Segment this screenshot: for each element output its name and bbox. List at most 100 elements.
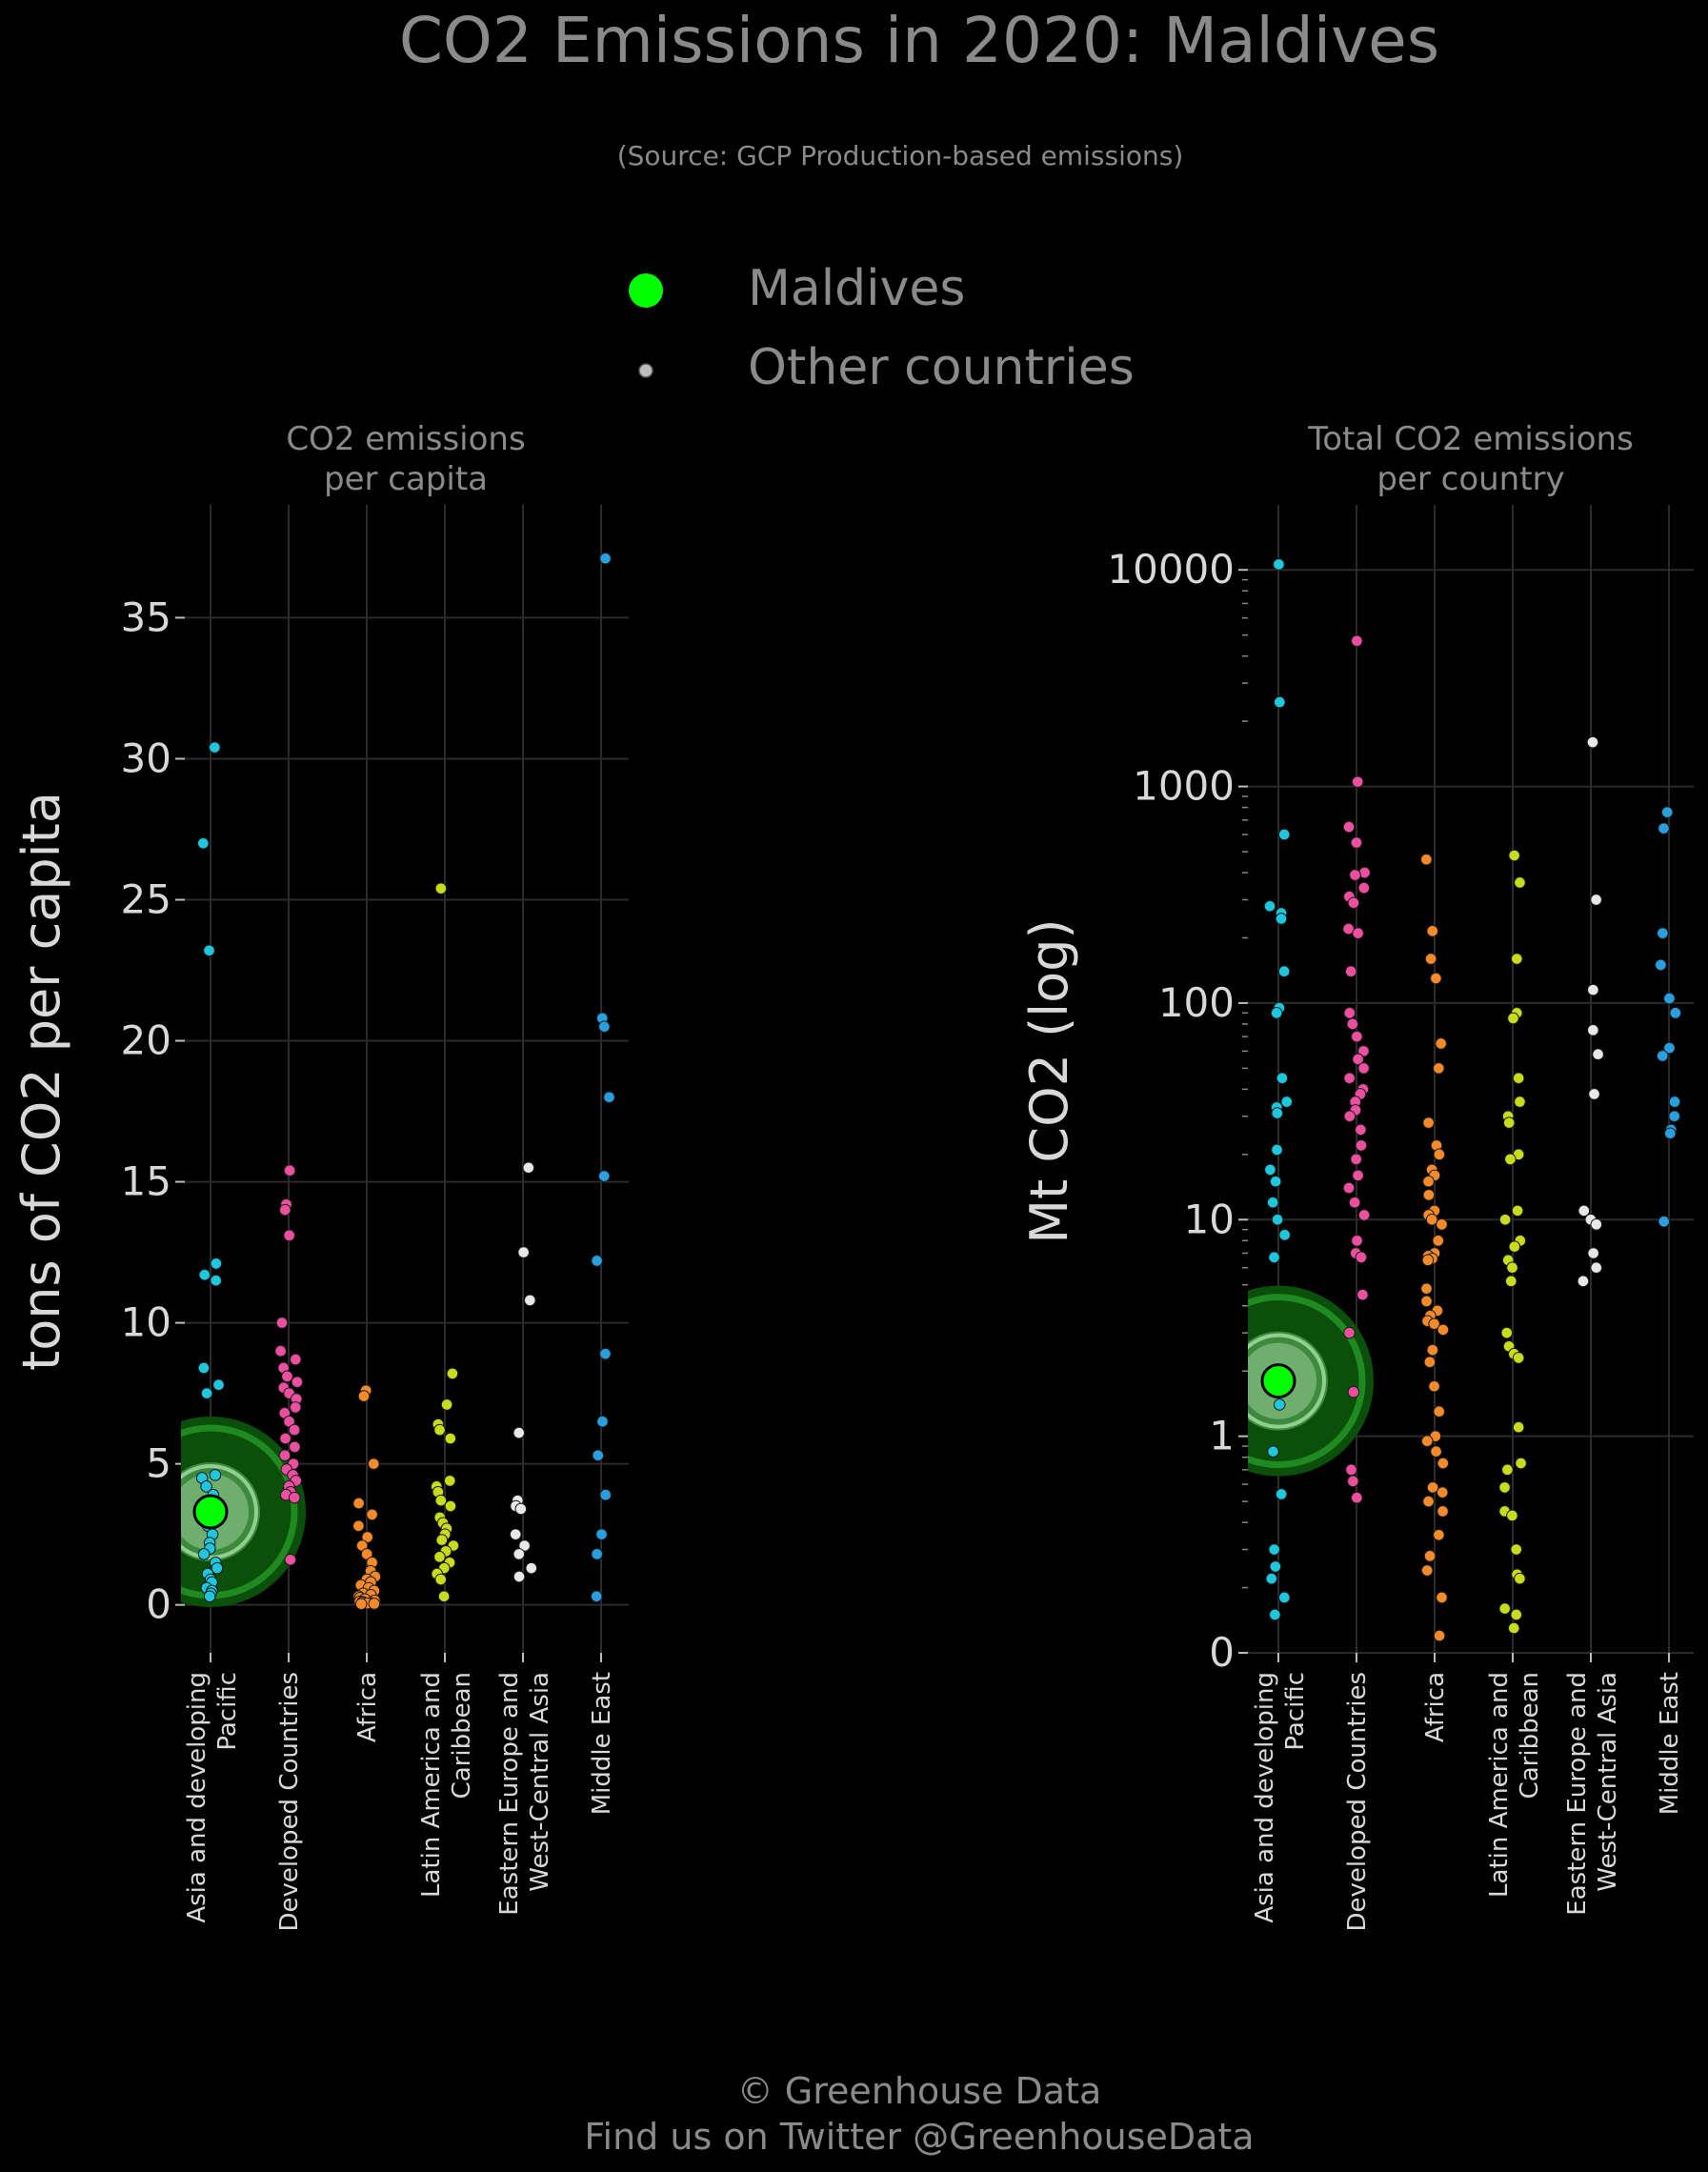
- data-point: [599, 1488, 612, 1501]
- data-point: [1514, 1572, 1526, 1585]
- data-point: [1345, 1463, 1357, 1477]
- data-point: [274, 1344, 287, 1358]
- data-point: [1263, 899, 1276, 913]
- data-point: [200, 1480, 212, 1493]
- data-point: [1275, 913, 1288, 925]
- data-point: [1514, 876, 1526, 889]
- data-point: [1276, 1072, 1289, 1085]
- data-point: [1424, 953, 1437, 965]
- x-tick-label: Eastern Europe andWest-Central Asia: [495, 1672, 554, 1916]
- footer-copyright: © Greenhouse Data: [737, 2070, 1102, 2112]
- data-point: [200, 1387, 213, 1399]
- data-point: [514, 1502, 528, 1516]
- x-tick-label: Asia and developingPacific: [1251, 1672, 1310, 1923]
- data-point: [443, 1475, 456, 1487]
- data-point: [1430, 1445, 1442, 1458]
- data-point: [1511, 1204, 1524, 1217]
- y-tick-label: 0: [1209, 1629, 1235, 1676]
- data-point: [1271, 1213, 1284, 1226]
- data-point: [291, 1376, 304, 1389]
- data-point: [592, 1449, 605, 1462]
- data-point: [1269, 1560, 1282, 1573]
- data-point: [1264, 1163, 1276, 1176]
- data-point: [1512, 1420, 1525, 1434]
- data-point: [1508, 849, 1520, 862]
- data-point: [434, 882, 448, 895]
- data-point: [603, 1091, 615, 1104]
- data-point: [444, 1432, 457, 1445]
- data-point: [1352, 1053, 1364, 1066]
- data-point: [1421, 1254, 1435, 1267]
- y-tick-label: 1000: [1133, 763, 1235, 810]
- data-point: [1343, 1072, 1356, 1085]
- panel-title: Total CO2 emissions per country: [1307, 420, 1634, 498]
- data-point: [522, 1161, 535, 1175]
- y-tick-label: 0: [146, 1581, 171, 1628]
- data-point: [1508, 1240, 1521, 1253]
- data-point: [1273, 558, 1285, 571]
- data-point: [1267, 1445, 1279, 1458]
- data-point: [1433, 1529, 1445, 1541]
- y-axis-label: tons of CO2 per capita: [11, 792, 71, 1371]
- data-point: [1277, 965, 1291, 978]
- data-point: [366, 1508, 378, 1521]
- data-point: [203, 1590, 216, 1603]
- data-point: [440, 1398, 453, 1411]
- legend-others-marker: [638, 363, 653, 378]
- data-point: [278, 1449, 291, 1462]
- data-point: [1357, 1209, 1371, 1221]
- data-point: [1266, 1196, 1279, 1209]
- y-tick-label: 100: [1158, 979, 1235, 1026]
- data-point: [203, 944, 215, 957]
- data-point: [352, 1519, 365, 1533]
- data-point: [288, 1491, 301, 1504]
- data-point: [1342, 1181, 1356, 1195]
- data-point: [1343, 1326, 1356, 1339]
- data-point: [1347, 1385, 1360, 1398]
- data-point: [1425, 1213, 1438, 1226]
- data-point: [1435, 1037, 1447, 1050]
- data-point: [599, 552, 612, 565]
- data-point: [1428, 1379, 1440, 1393]
- data-point: [1343, 1007, 1356, 1019]
- data-point: [1658, 1215, 1671, 1228]
- data-point: [1278, 1229, 1291, 1241]
- data-point: [1669, 1007, 1682, 1019]
- y-tick-label: 10: [121, 1299, 171, 1346]
- data-point: [1420, 1295, 1433, 1308]
- data-point: [1436, 1218, 1448, 1231]
- data-point: [279, 1203, 291, 1217]
- data-point: [1498, 1213, 1512, 1226]
- data-point: [283, 1164, 296, 1177]
- y-tick-label: 5: [146, 1440, 171, 1487]
- data-point: [1656, 1050, 1669, 1062]
- data-point: [597, 1170, 611, 1182]
- data-point: [1588, 1088, 1600, 1100]
- data-point: [209, 741, 221, 754]
- data-point: [1355, 1123, 1367, 1136]
- data-point: [1265, 1572, 1278, 1585]
- data-point: [517, 1246, 530, 1258]
- data-point: [1420, 853, 1433, 866]
- data-point: [1351, 1235, 1363, 1247]
- x-tick-label: Latin America andCaribbean: [1485, 1672, 1544, 1898]
- data-point: [1352, 927, 1364, 939]
- y-axis-label: Mt CO2 (log): [1019, 918, 1079, 1243]
- data-point: [197, 1548, 211, 1560]
- halo-inner-ring: [1248, 1333, 1326, 1429]
- data-point: [1590, 1218, 1603, 1231]
- data-point: [1349, 869, 1361, 881]
- data-point: [1433, 1629, 1446, 1642]
- data-point: [1577, 1275, 1590, 1288]
- y-tick-label: 20: [121, 1017, 171, 1064]
- x-tick-label: Middle East: [1656, 1672, 1684, 1815]
- data-point: [1273, 1398, 1286, 1411]
- legend-highlight-label: Maldives: [748, 260, 966, 317]
- data-point: [437, 1590, 451, 1603]
- data-point: [288, 1423, 301, 1437]
- data-point: [1436, 1591, 1448, 1604]
- highlight-point: [1260, 1363, 1296, 1399]
- data-point: [1271, 1107, 1284, 1119]
- legend-others-label: Other countries: [748, 339, 1135, 396]
- data-point: [524, 1294, 536, 1307]
